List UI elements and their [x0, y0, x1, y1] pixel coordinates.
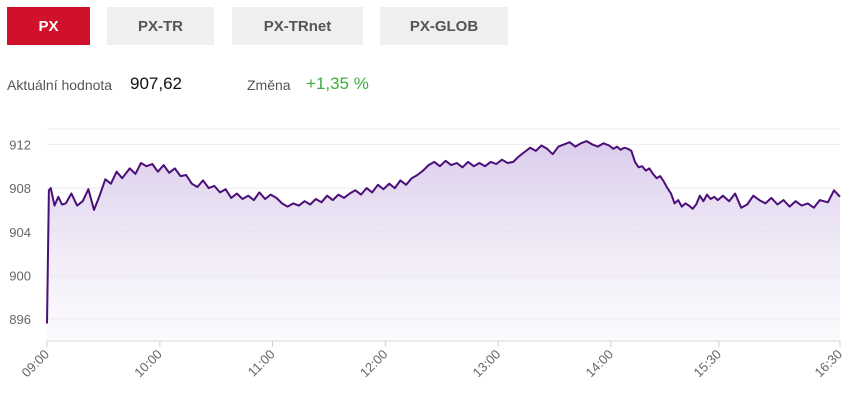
- tab-px-tr[interactable]: PX-TR: [107, 7, 214, 45]
- x-tick-label: 10:00: [131, 347, 165, 381]
- change-value: +1,35 %: [306, 74, 369, 93]
- x-tick-label: 09:00: [19, 347, 53, 381]
- x-tick-label: 15:30: [691, 347, 725, 381]
- y-axis: 896 900 904 908 912: [9, 137, 31, 327]
- y-tick-label: 908: [9, 181, 31, 196]
- y-tick-label: 904: [9, 225, 31, 240]
- index-chart[interactable]: 896 900 904 908 912 09:00 10:00 11:00 12:00 13:0…: [0, 120, 847, 401]
- tab-px[interactable]: PX: [7, 7, 90, 45]
- tab-px-glob[interactable]: PX-GLOB: [380, 7, 508, 45]
- y-tick-label: 896: [9, 312, 31, 327]
- y-tick-label: 912: [9, 137, 31, 152]
- x-tick-label: 13:00: [470, 347, 504, 381]
- change-label: Změna: [247, 77, 291, 93]
- x-axis: 09:00 10:00 11:00 12:00 13:00 14:00 15:30 16:30: [19, 341, 846, 381]
- chart-area-fill: [47, 141, 840, 341]
- x-tick-label: 11:00: [245, 347, 278, 380]
- current-value-label: Aktuální hodnota: [7, 77, 113, 93]
- x-tick-label: 14:00: [583, 347, 617, 381]
- x-tick-label: 16:30: [812, 347, 846, 381]
- chart-series-line: [46, 140, 841, 324]
- y-tick-label: 900: [9, 268, 31, 283]
- x-tick-label: 12:00: [357, 347, 391, 381]
- current-value: 907,62: [130, 74, 182, 93]
- tab-px-trnet[interactable]: PX-TRnet: [232, 7, 363, 45]
- summary-row: Aktuální hodnota 907,62 Změna +1,35 %: [0, 74, 847, 98]
